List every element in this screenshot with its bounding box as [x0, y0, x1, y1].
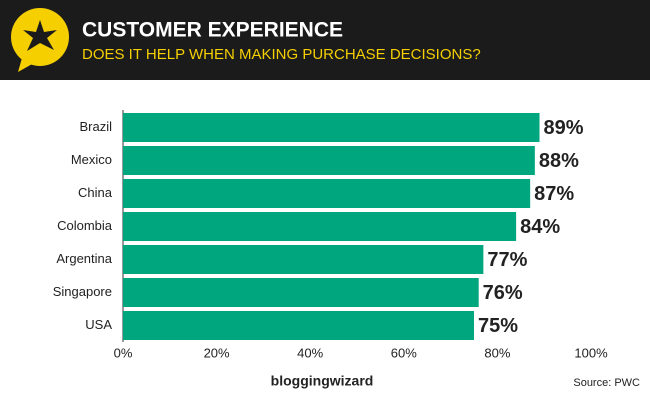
header-band: [0, 0, 650, 80]
bar: [123, 146, 535, 175]
y-tick-label: Colombia: [57, 218, 113, 233]
y-tick-label: Singapore: [53, 284, 112, 299]
value-label: 76%: [483, 282, 523, 304]
y-tick-label: Argentina: [56, 251, 112, 266]
chart-title: CUSTOMER EXPERIENCE: [82, 19, 343, 42]
x-tick-label: 80%: [484, 345, 510, 360]
value-label: 75%: [478, 315, 518, 337]
x-tick-label: 60%: [391, 345, 417, 360]
source: Source: PWC: [573, 377, 640, 389]
bar: [123, 311, 474, 340]
value-label: 89%: [544, 117, 584, 139]
logo-icon: [11, 8, 69, 72]
y-tick-label: China: [78, 185, 113, 200]
y-tick-label: Mexico: [71, 152, 112, 167]
bar: [123, 245, 484, 274]
x-tick-label: 0%: [114, 345, 133, 360]
value-label: 87%: [534, 183, 574, 205]
value-label: 77%: [487, 249, 527, 271]
y-tick-label: USA: [85, 317, 112, 332]
bar: [123, 113, 540, 142]
bar: [123, 179, 531, 208]
value-label: 84%: [520, 216, 560, 238]
bar: [123, 212, 517, 241]
bar: [123, 278, 479, 307]
chart-subtitle: DOES IT HELP WHEN MAKING PURCHASE DECISI…: [82, 46, 481, 63]
x-tick-label: 100%: [574, 345, 608, 360]
value-label: 88%: [539, 150, 579, 172]
y-tick-label: Brazil: [79, 119, 112, 134]
x-tick-label: 20%: [204, 345, 230, 360]
x-tick-label: 40%: [297, 345, 323, 360]
brand: bloggingwizard: [271, 373, 374, 389]
